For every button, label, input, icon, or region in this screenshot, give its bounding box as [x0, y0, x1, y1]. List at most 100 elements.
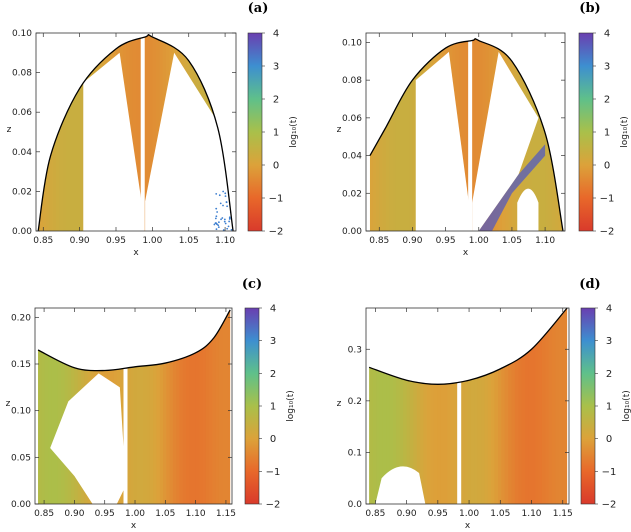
x-axis-label: x [133, 248, 139, 258]
x-tick-label: 1.05 [155, 509, 175, 519]
scatter-dot [226, 205, 228, 207]
x-tick-label: 1.10 [521, 509, 541, 519]
colorbar-tick-label: 3 [273, 62, 279, 73]
y-tick-label: 0.10 [342, 38, 362, 48]
scatter-dot [224, 219, 226, 221]
x-tick-label: 0.90 [64, 509, 84, 519]
colorbar-tick-label: 2 [273, 95, 279, 106]
scatter-dot [231, 198, 233, 200]
scatter-dot [215, 222, 217, 224]
panel-a: 0.85 0.90 0.95 1.00 1.05 1.100.000.020.040.06… [7, 1, 299, 258]
x-tick-label: 1.10 [535, 236, 555, 246]
colorbar-tick-label: 2 [606, 369, 612, 380]
scatter-dot [222, 191, 224, 193]
gap-line [468, 33, 472, 231]
colorbar-tick-label: 2 [604, 95, 610, 106]
panel-b: 0.85 0.90 0.95 1.00 1.05 1.100.000.020.040.06… [337, 1, 630, 258]
colorbar-tick-label: −2 [269, 227, 284, 238]
colorbar-label: log₁₀(t) [622, 390, 631, 422]
x-tick-label: 0.90 [402, 236, 422, 246]
colorbar-tick-label: 1 [606, 402, 612, 413]
panel-c: 0.85 0.90 0.95 1.00 1.05 1.10 1.150.000.050.10… [6, 277, 296, 531]
x-tick-label: 1.00 [459, 509, 479, 519]
figure: 0.85 0.90 0.95 1.00 1.05 1.100.000.020.040.06… [0, 0, 631, 532]
panel-label: (a) [248, 1, 269, 16]
scatter-dot [219, 194, 221, 196]
y-axis-label: z [7, 125, 12, 135]
y-tick-label: 0.10 [11, 407, 31, 417]
scatter-dot [215, 208, 217, 210]
x-tick-label: 0.95 [436, 236, 456, 246]
scatter-dot [220, 202, 222, 204]
y-tick-label: 0.02 [342, 189, 362, 199]
x-tick-label: 0.95 [428, 509, 448, 519]
y-tick-label: 0.15 [11, 360, 31, 370]
y-tick-label: 0.04 [12, 148, 32, 158]
colorbar-tick-label: 3 [606, 336, 612, 347]
scatter-dot [218, 221, 220, 223]
heatmap-fill [366, 28, 566, 236]
scatter-dot [213, 224, 215, 226]
y-tick-label: 0.05 [11, 453, 31, 463]
scatter-dot [228, 221, 230, 223]
gap-line [457, 308, 461, 504]
y-tick-label: 0.1 [348, 448, 362, 458]
y-tick-label: 0.06 [12, 108, 32, 118]
x-tick-label: 0.90 [70, 236, 90, 246]
colorbar-label: log₁₀(t) [289, 116, 299, 148]
colorbar-tick-label: −2 [266, 500, 281, 511]
colorbar-tick-label: −1 [600, 194, 615, 205]
scatter-dot [226, 201, 228, 203]
colorbar-tick-label: 4 [604, 29, 610, 40]
colorbar-tick-label: 3 [270, 336, 276, 347]
panel-label: (d) [579, 277, 600, 292]
scatter-dot [222, 205, 224, 207]
colorbar-tick-label: 1 [270, 402, 276, 413]
x-tick-label: 1.05 [502, 236, 522, 246]
scatter-dot [229, 218, 231, 220]
colorbar-tick-label: 2 [270, 369, 276, 380]
x-axis-label: x [131, 521, 137, 531]
x-tick-label: 1.00 [469, 236, 489, 246]
x-tick-label: 0.90 [397, 509, 417, 519]
colorbar-tick-label: 4 [273, 29, 279, 40]
panel-label: (b) [579, 1, 600, 16]
colorbar-tick-label: 4 [606, 304, 612, 315]
heatmap-band [36, 28, 40, 236]
heatmap-fill [366, 303, 570, 509]
x-tick-label: 1.05 [179, 236, 199, 246]
colorbar-tick-label: −2 [600, 227, 615, 238]
x-tick-label: 1.00 [125, 509, 145, 519]
x-axis-label: x [463, 248, 469, 258]
colorbar-label: log₁₀(t) [620, 116, 630, 148]
scatter-dot [225, 223, 227, 225]
x-tick-label: 0.85 [34, 509, 54, 519]
y-axis-label: z [6, 399, 11, 409]
colorbar-tick-label: 1 [604, 128, 610, 139]
scatter-dot [216, 211, 218, 213]
colorbar [579, 33, 593, 231]
colorbar-tick-label: −1 [602, 467, 617, 478]
scatter-dot [229, 216, 231, 218]
colorbar-tick-label: 3 [604, 62, 610, 73]
panel-label: (c) [242, 277, 262, 292]
x-tick-label: 0.85 [33, 236, 53, 246]
scatter-dot [225, 195, 227, 197]
y-tick-label: 0.0 [348, 500, 363, 510]
y-tick-label: 0.10 [12, 29, 32, 39]
scatter-dot [231, 229, 233, 231]
scatter-dot [224, 221, 226, 223]
colorbar-tick-label: 0 [604, 161, 610, 172]
x-tick-label: 1.15 [553, 509, 573, 519]
y-tick-label: 0.00 [11, 500, 31, 510]
y-tick-label: 0.20 [11, 313, 31, 323]
colorbar-tick-label: 0 [273, 161, 279, 172]
heatmap-fill [35, 303, 233, 509]
colorbar [248, 33, 262, 231]
scatter-dot [215, 215, 217, 217]
y-tick-label: 0.00 [342, 227, 362, 237]
colorbar-tick-label: 1 [273, 128, 279, 139]
colorbar-tick-label: −2 [602, 500, 617, 511]
scatter-dot [220, 218, 222, 220]
y-tick-label: 0.08 [342, 76, 362, 86]
